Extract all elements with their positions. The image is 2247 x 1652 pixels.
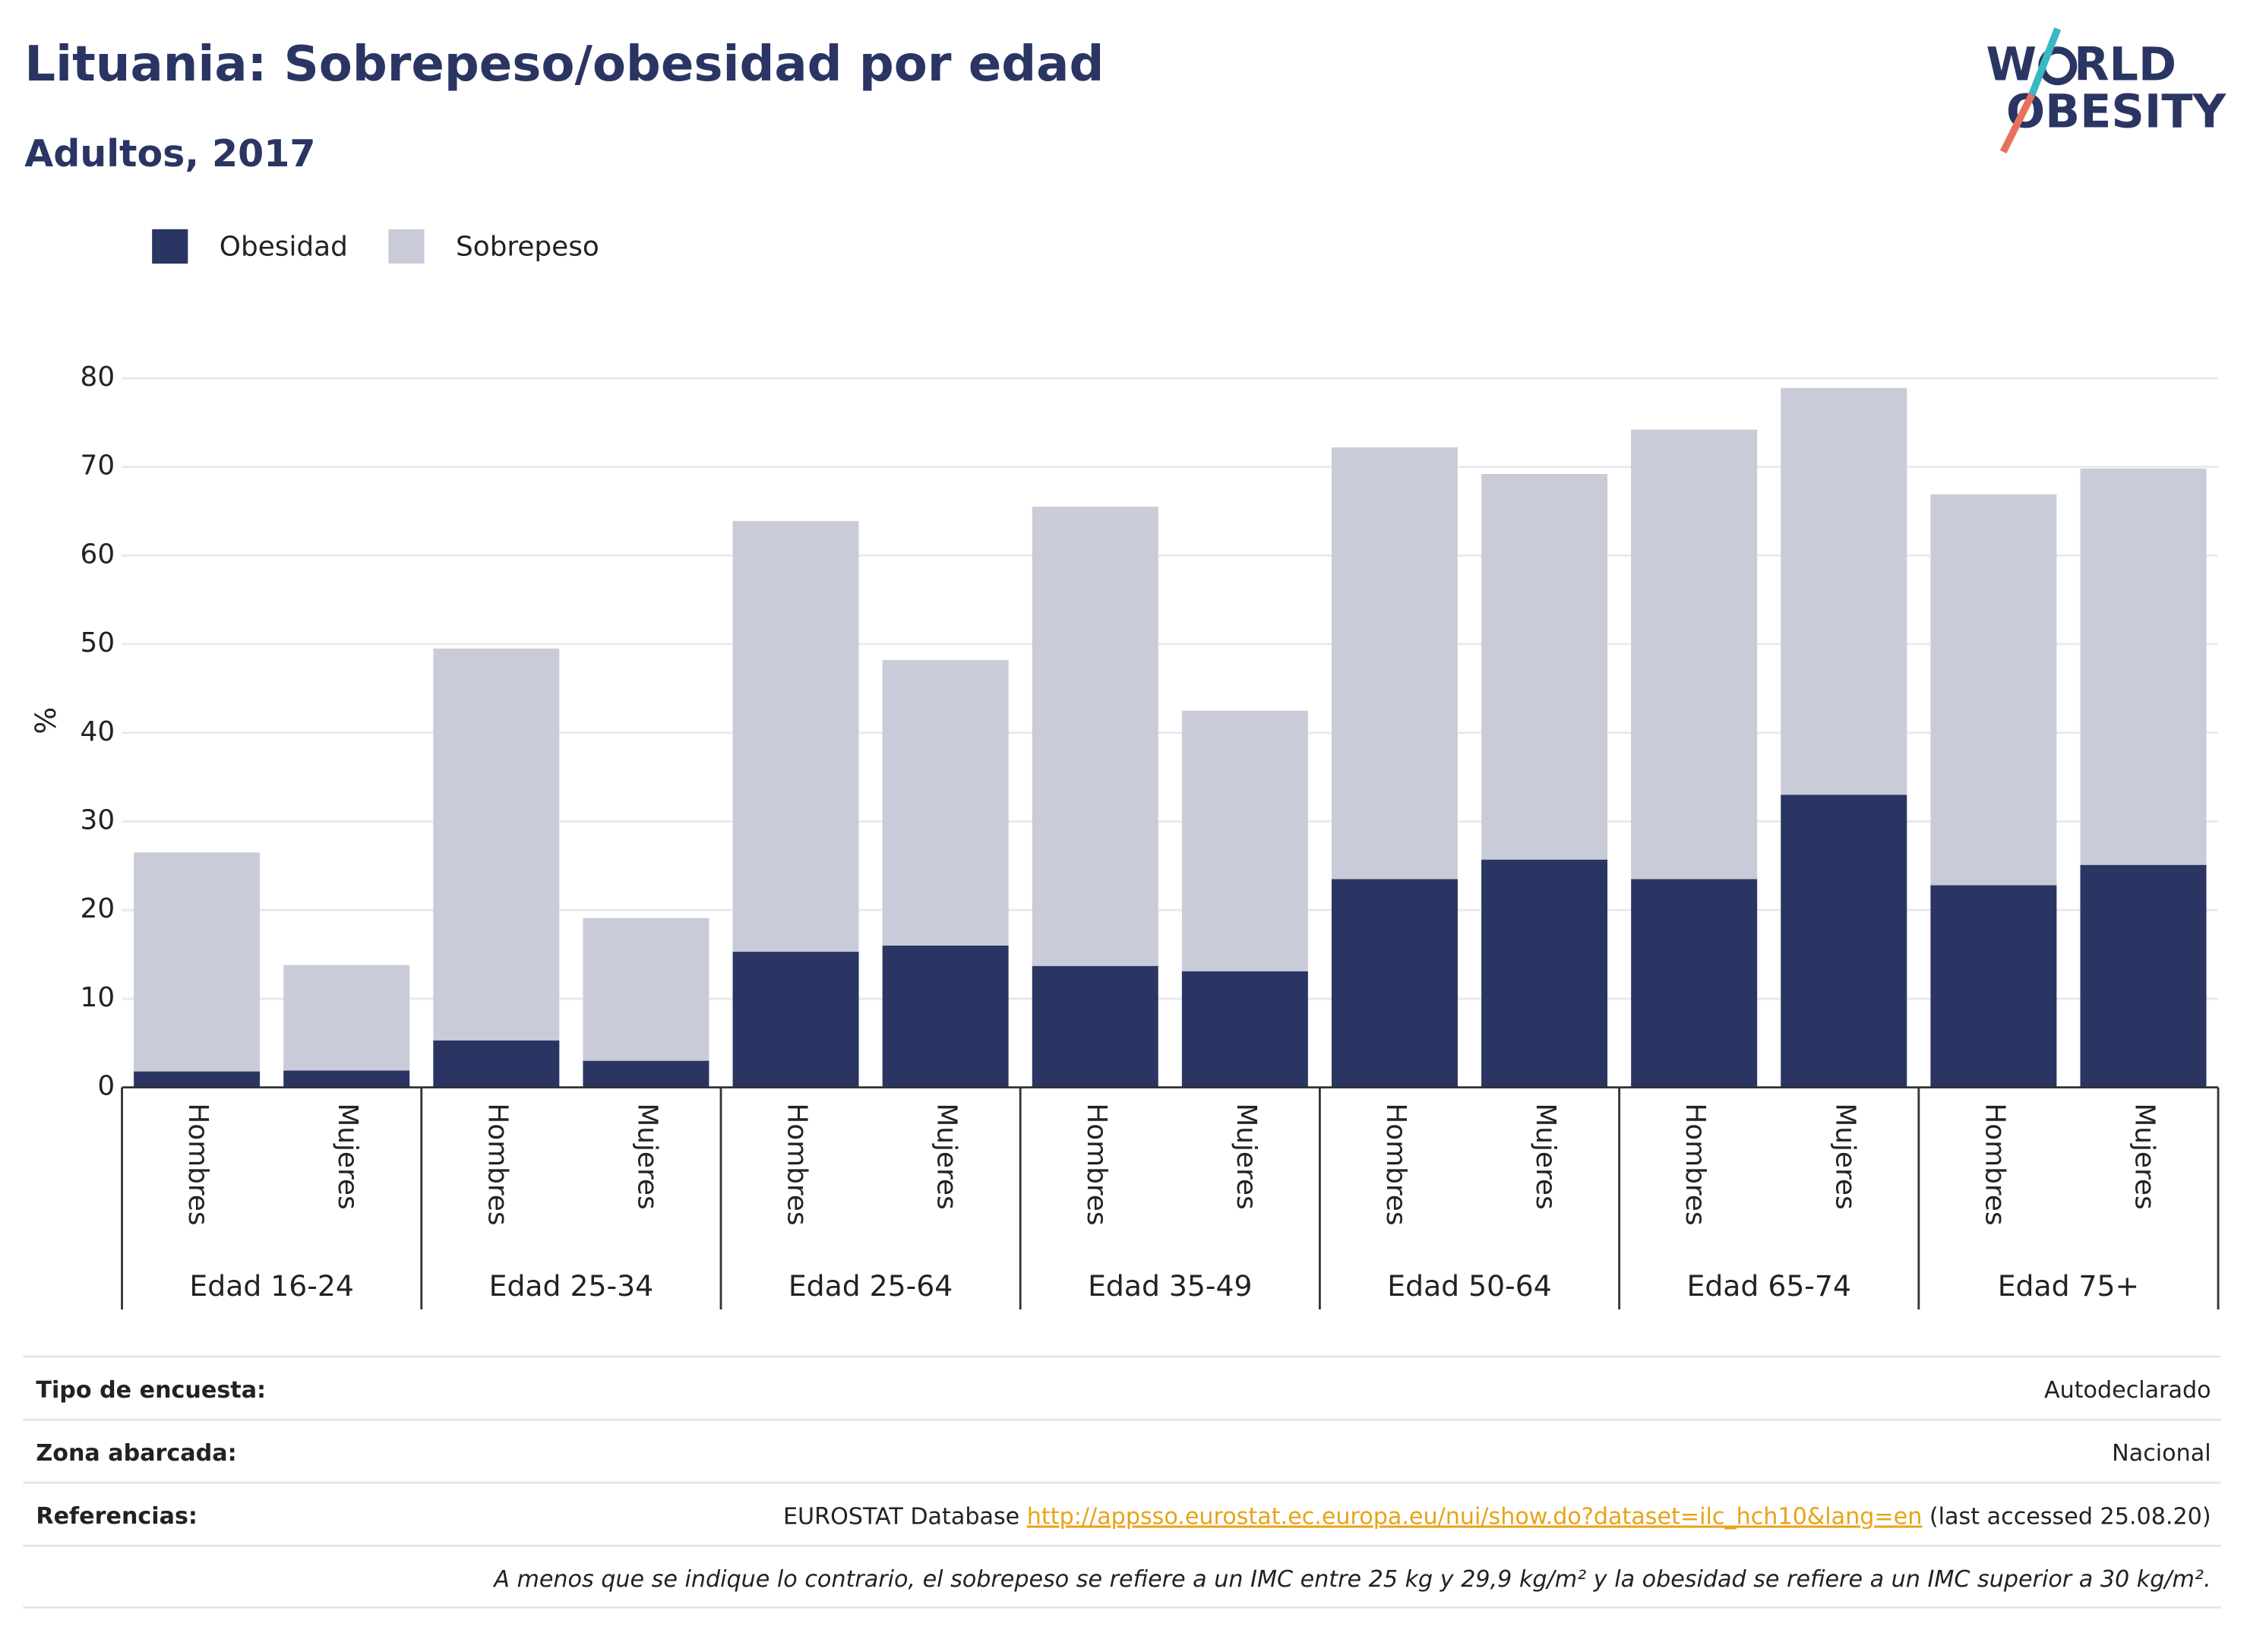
bar-segment xyxy=(583,1060,709,1088)
bar-segment xyxy=(2080,864,2207,1088)
x-tick-label: Hombres xyxy=(482,1103,513,1225)
logo-text: OBESITY xyxy=(2006,85,2227,138)
footer-value: Nacional xyxy=(2112,1440,2211,1467)
bar-segment xyxy=(1631,879,1758,1088)
x-tick-label: Hombres xyxy=(1380,1103,1411,1225)
bar-segment xyxy=(882,945,1009,1088)
bar-segment xyxy=(1631,429,1758,880)
logo-slash xyxy=(1999,93,2036,154)
x-tick-label: Hombres xyxy=(1680,1103,1711,1225)
bar-segment xyxy=(433,648,560,1041)
bar-segment xyxy=(433,1040,560,1088)
bar-segment xyxy=(1481,859,1608,1088)
x-tick-label: Mujeres xyxy=(332,1103,363,1209)
bar-segment xyxy=(2080,468,2207,865)
bar-segment xyxy=(283,965,410,1071)
bar-segment xyxy=(283,1070,410,1088)
x-tick-label: Mujeres xyxy=(1829,1103,1860,1209)
logo-rld: RLD xyxy=(2074,38,2176,91)
logo-slash xyxy=(2028,27,2062,96)
footer-value: Autodeclarado xyxy=(2044,1377,2211,1404)
footer-value-part: EUROSTAT Database xyxy=(783,1503,1027,1530)
bar-segment xyxy=(1331,447,1458,880)
y-tick-label: 0 xyxy=(97,1071,115,1102)
group-label: Edad 16-24 xyxy=(189,1269,353,1303)
y-tick-label: 80 xyxy=(81,362,115,393)
group-label: Edad 25-34 xyxy=(489,1269,653,1303)
chart-title: Lituania: Sobrepeso/obesidad por edad xyxy=(24,36,1104,93)
bar-segment xyxy=(1481,473,1608,860)
y-tick-label: 10 xyxy=(81,982,115,1013)
bar-segment xyxy=(1781,794,1907,1088)
footer-label: Tipo de encuesta: xyxy=(36,1377,266,1404)
group-label: Edad 65-74 xyxy=(1687,1269,1851,1303)
footer: Tipo de encuesta: Autodeclarado Zona abarc… xyxy=(23,1355,2221,1609)
logo-w: W xyxy=(1986,38,2037,91)
group-label: Edad 50-64 xyxy=(1387,1269,1551,1303)
logo-text: W RLD xyxy=(1986,38,2176,91)
footer-label: Zona abarcada: xyxy=(36,1440,236,1467)
group-label: Edad 35-49 xyxy=(1088,1269,1252,1303)
bar-segment xyxy=(134,1071,261,1088)
footer-value: EUROSTAT Database http://appsso.eurostat… xyxy=(783,1503,2211,1530)
bar-segment xyxy=(882,660,1009,946)
bar-segment xyxy=(1032,507,1158,966)
legend-swatch xyxy=(152,229,188,264)
x-tick-label: Hombres xyxy=(782,1103,813,1225)
group-label: Edad 25-64 xyxy=(789,1269,953,1303)
y-tick-label: 30 xyxy=(81,804,115,835)
x-tick-label: Mujeres xyxy=(631,1103,662,1209)
x-tick-label: Hombres xyxy=(1081,1103,1112,1225)
footer-value-part: (last accessed 25.08.20) xyxy=(1922,1503,2211,1530)
x-tick-label: Mujeres xyxy=(931,1103,962,1209)
bar-segment xyxy=(1781,387,1907,795)
bar-segment xyxy=(1930,885,2057,1088)
x-tick-label: Mujeres xyxy=(2128,1103,2160,1209)
bar-segment xyxy=(732,952,859,1088)
x-tick-label: Mujeres xyxy=(1231,1103,1262,1209)
bar-segment xyxy=(134,852,261,1072)
chart-subtitle: Adultos, 2017 xyxy=(24,131,315,175)
y-tick-label: 60 xyxy=(81,539,115,570)
bar-segment xyxy=(1032,965,1158,1088)
footer-label: Referencias: xyxy=(36,1503,198,1530)
legend-swatch xyxy=(388,229,425,264)
reference-link[interactable]: http://appsso.eurostat.ec.europa.eu/nui/… xyxy=(1027,1503,1923,1530)
legend-label: Sobrepeso xyxy=(456,231,599,262)
y-tick-label: 70 xyxy=(81,450,115,482)
bar-segment xyxy=(583,918,709,1061)
bar-segment xyxy=(732,520,859,952)
bar-segment xyxy=(1930,494,2057,886)
bar-segment xyxy=(1181,710,1308,971)
x-tick-label: Mujeres xyxy=(1530,1103,1561,1209)
group-label: Edad 75+ xyxy=(1998,1269,2139,1303)
y-axis-label: % xyxy=(29,707,62,734)
footer-note: A menos que se indique lo contrario, el … xyxy=(492,1566,2211,1593)
legend-label: Obesidad xyxy=(220,231,348,262)
x-tick-label: Hombres xyxy=(1979,1103,2010,1225)
bar-segment xyxy=(1331,879,1458,1088)
y-tick-label: 40 xyxy=(81,716,115,747)
y-tick-label: 50 xyxy=(81,627,115,659)
x-tick-label: Hombres xyxy=(182,1103,213,1225)
logo: W RLD OBESITY xyxy=(1986,27,2227,154)
y-tick-label: 20 xyxy=(81,893,115,924)
bar-segment xyxy=(1181,971,1308,1088)
